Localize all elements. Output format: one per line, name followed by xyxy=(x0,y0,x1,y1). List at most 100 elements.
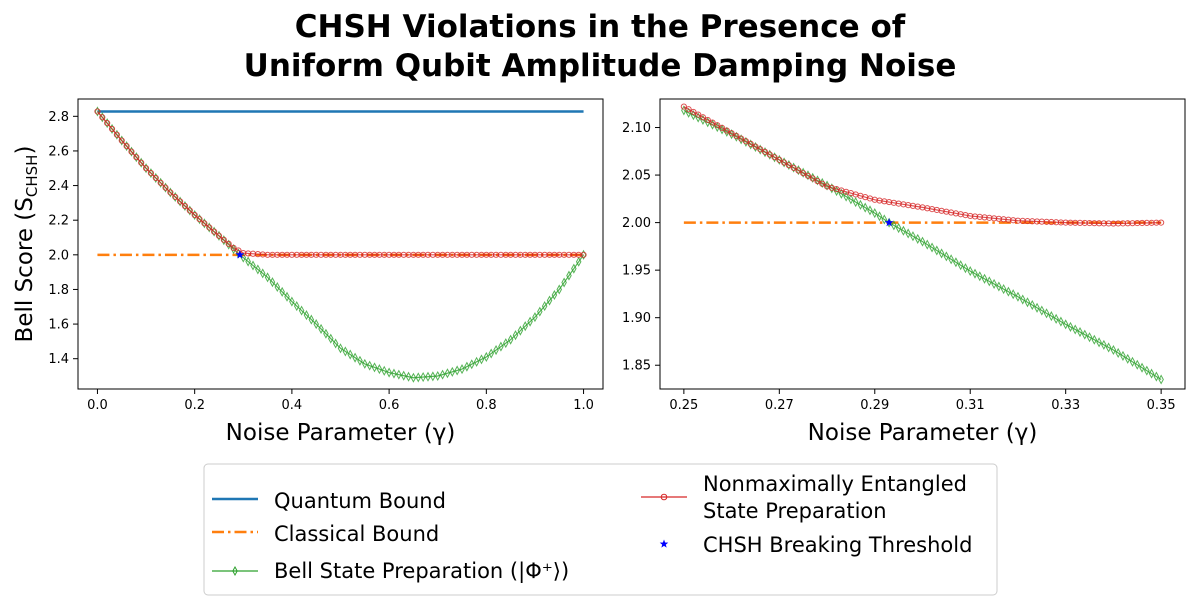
right-nonmax-point xyxy=(742,138,750,145)
right-bell-point xyxy=(1105,342,1112,353)
right-bell-point xyxy=(1010,289,1016,300)
right-nonmax-point xyxy=(704,116,711,124)
right-bell-point xyxy=(867,205,873,216)
right-bell-point xyxy=(943,251,950,262)
right-bell-point xyxy=(1148,368,1155,379)
left-bell-point xyxy=(580,249,587,260)
right-nonmax-point xyxy=(1158,219,1165,226)
right-bell-point xyxy=(872,208,878,219)
left-bell-point xyxy=(566,270,572,281)
left-nonmax-point xyxy=(181,202,189,210)
left-bell-point xyxy=(503,338,509,349)
left-ytick-label: 2.4 xyxy=(48,179,69,194)
right-nonmax-point xyxy=(771,154,778,161)
left-y-axis-label: Bell Score (SCHSH) xyxy=(12,146,41,343)
left-bell-point xyxy=(396,369,402,380)
left-bell-point xyxy=(449,366,456,377)
left-nonmax-point xyxy=(113,131,120,138)
right-bell-point xyxy=(1139,362,1145,373)
left-bell-point xyxy=(323,328,329,339)
right-bell-point xyxy=(900,225,907,236)
right-bell-point xyxy=(1039,305,1045,316)
right-bell-point xyxy=(1115,347,1121,359)
left-nonmax-point xyxy=(138,159,145,166)
right-bell-point xyxy=(991,278,997,289)
left-bell-point xyxy=(498,341,504,352)
right-bell-point xyxy=(1086,332,1093,343)
legend-label-threshold: CHSH Breaking Threshold xyxy=(703,533,972,557)
left-nonmax-point xyxy=(162,184,169,191)
right-bell-point xyxy=(996,281,1002,292)
right-bell-point xyxy=(876,211,883,222)
right-bell-point xyxy=(1134,359,1141,370)
left-bell-point xyxy=(493,345,499,356)
left-bell-point xyxy=(532,312,538,323)
right-bell-point xyxy=(852,197,859,208)
left-bell-point xyxy=(551,289,558,301)
right-bell-point xyxy=(929,242,935,253)
right-nonmax-point xyxy=(819,180,826,187)
right-bell-point xyxy=(924,239,931,250)
left-nonmax-point xyxy=(201,220,208,227)
left-bell-point xyxy=(405,371,412,382)
right-bell-point xyxy=(1067,321,1074,332)
right-bell-point xyxy=(905,228,911,239)
legend-label-classical: Classical Bound xyxy=(274,522,439,546)
right-bell-point xyxy=(1058,316,1064,327)
left-bell-point xyxy=(342,346,349,357)
right-nonmax-point xyxy=(738,135,745,142)
right-bell-point xyxy=(1029,300,1036,311)
right-nonmax-point xyxy=(718,124,726,132)
left-nonmax-point xyxy=(118,137,125,144)
right-bell-point xyxy=(1144,365,1150,376)
right-bell-point xyxy=(972,268,978,279)
right-bell-point xyxy=(790,162,797,173)
right-panel: 0.25 0.27 0.29 0.31 0.33 0.35 1.85 1.90 1.95 2.00… xyxy=(622,98,1186,446)
right-ytick-label: 2.00 xyxy=(622,216,651,231)
left-nonmax-point xyxy=(235,247,242,254)
right-nonmax-point xyxy=(714,122,721,129)
right-nonmax-point xyxy=(809,175,816,182)
left-bell-point xyxy=(546,295,553,306)
legend-label-nonmax-line-1: Nonmaximally Entangled xyxy=(703,472,967,496)
left-bell-point xyxy=(522,321,528,332)
right-bell-point xyxy=(1000,284,1007,295)
right-bell-point xyxy=(786,159,792,171)
right-nonmax-point xyxy=(761,148,769,155)
left-bell-point xyxy=(255,264,261,275)
left-nonmax-point xyxy=(108,125,116,133)
right-nonmax-point xyxy=(814,178,821,185)
right-bell-point xyxy=(986,276,993,287)
right-bell-point xyxy=(1043,308,1050,319)
left-ytick-label: 2.8 xyxy=(48,110,69,125)
left-axes-frame xyxy=(77,98,604,390)
right-bell-point xyxy=(1077,327,1083,338)
left-bell-point xyxy=(386,367,392,378)
left-bell-point xyxy=(308,314,315,325)
right-nonmax-point xyxy=(800,170,807,177)
left-bell-point xyxy=(293,301,300,312)
left-ytick-label: 1.6 xyxy=(48,318,69,333)
left-nonmax-point xyxy=(206,224,213,231)
right-ytick-label: 1.90 xyxy=(622,311,651,326)
left-bell-point xyxy=(444,368,451,379)
left-bell-point xyxy=(298,305,305,316)
left-nonmax-point xyxy=(191,211,198,219)
right-bell-point xyxy=(1053,313,1059,324)
left-bell-point xyxy=(352,352,358,363)
left-bell-point xyxy=(537,306,543,317)
left-nonmax-point xyxy=(172,193,179,201)
left-nonmax-point xyxy=(580,251,587,258)
right-nonmax-point xyxy=(723,127,730,134)
left-bell-point xyxy=(468,359,475,370)
left-nonmax-point xyxy=(176,198,184,205)
left-bell-point xyxy=(464,361,470,372)
left-nonmax-point xyxy=(186,207,193,214)
left-nonmax-point xyxy=(196,216,203,223)
left-nonmax-point xyxy=(167,189,174,196)
left-bell-point xyxy=(454,365,460,376)
right-nonmax-point xyxy=(776,156,783,163)
right-nonmax-point xyxy=(780,159,788,166)
right-xtick-label: 0.33 xyxy=(1051,398,1080,413)
left-bell-point xyxy=(420,372,426,383)
